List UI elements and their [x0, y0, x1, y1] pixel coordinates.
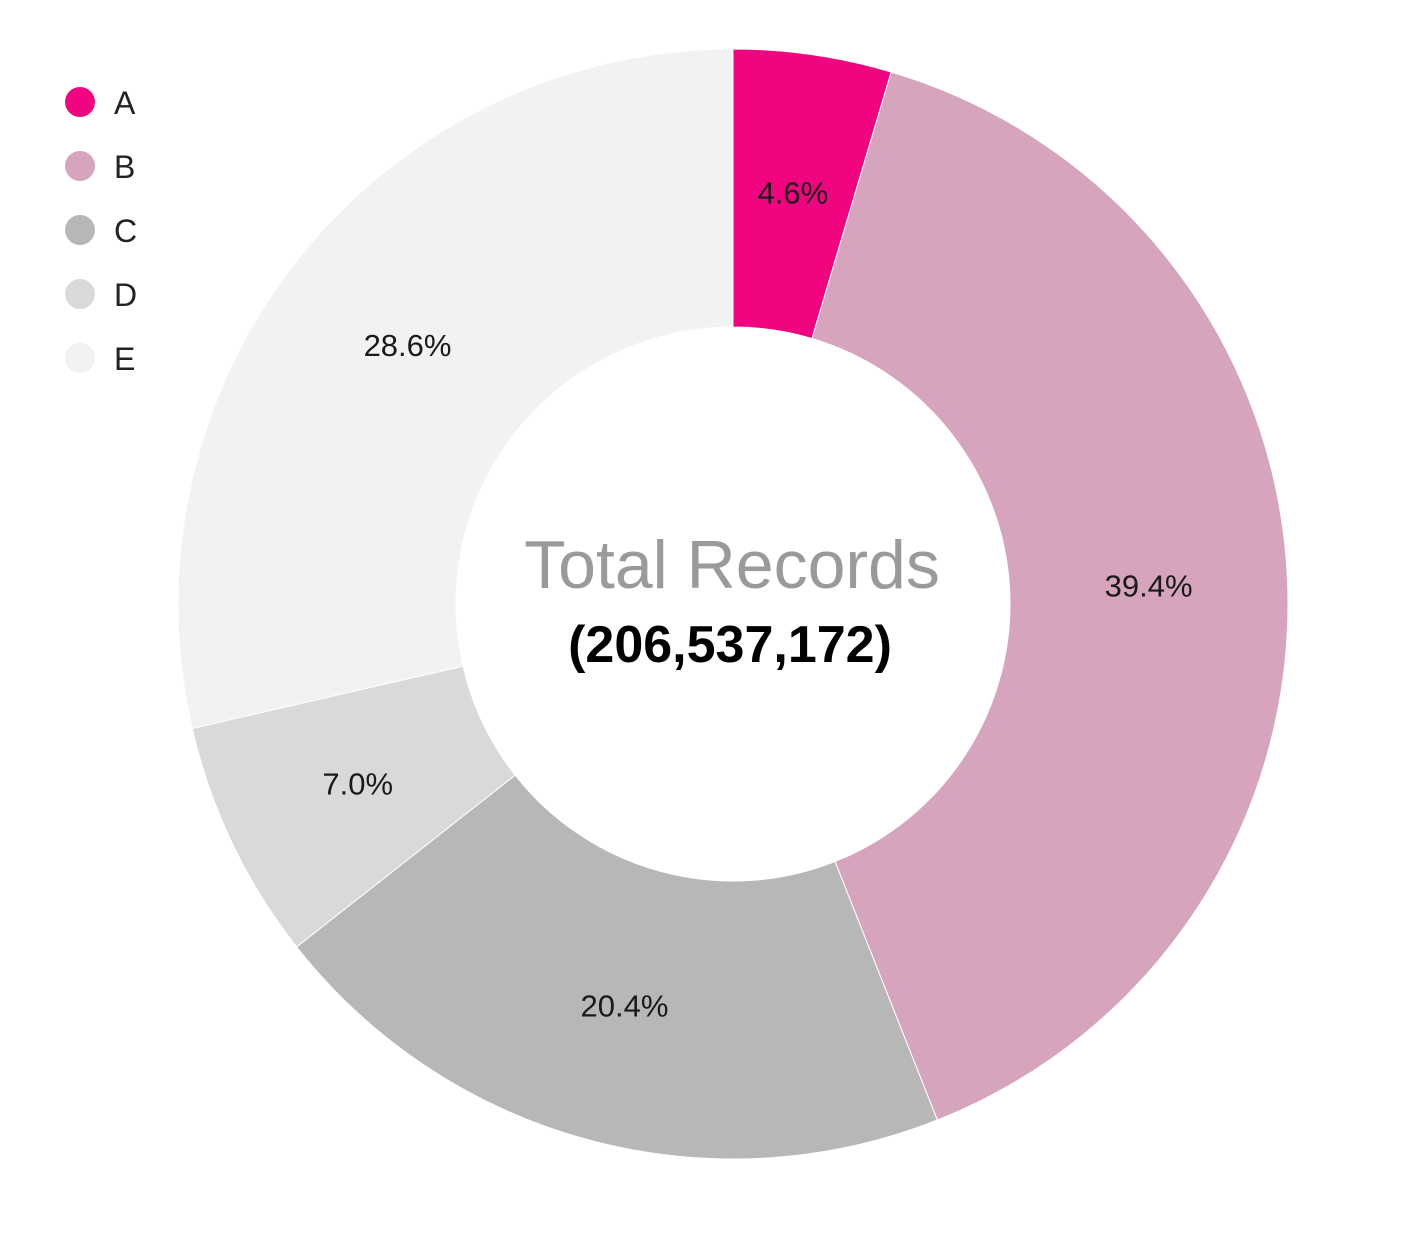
slice-label-c: 20.4%: [581, 989, 669, 1024]
slice-label-e: 28.6%: [364, 328, 452, 363]
slice-c: [295, 774, 938, 1160]
slice-label-d: 7.0%: [322, 766, 393, 801]
legend-label-a: A: [114, 85, 136, 121]
slices: [177, 48, 1289, 1160]
slice-e: [177, 48, 734, 730]
center-value: (206,537,172): [568, 616, 892, 674]
legend-label-e: E: [114, 341, 135, 377]
legend-marker-c: [65, 215, 95, 245]
slice-b: [811, 71, 1289, 1121]
center-title: Total Records: [524, 527, 940, 603]
legend-marker-a: [65, 87, 95, 117]
slice-label-a: 4.6%: [758, 175, 829, 210]
legend-marker-b: [65, 151, 95, 181]
center-label: Total Records (206,537,172): [524, 527, 940, 674]
legend-label-d: D: [114, 277, 137, 313]
slice-labels: 4.6% 39.4% 20.4% 7.0% 28.6%: [322, 175, 1192, 1023]
legend-label-b: B: [114, 149, 135, 185]
legend-marker-d: [65, 279, 95, 309]
legend-marker-e: [65, 343, 95, 373]
legend-label-c: C: [114, 213, 137, 249]
slice-label-b: 39.4%: [1105, 569, 1193, 604]
